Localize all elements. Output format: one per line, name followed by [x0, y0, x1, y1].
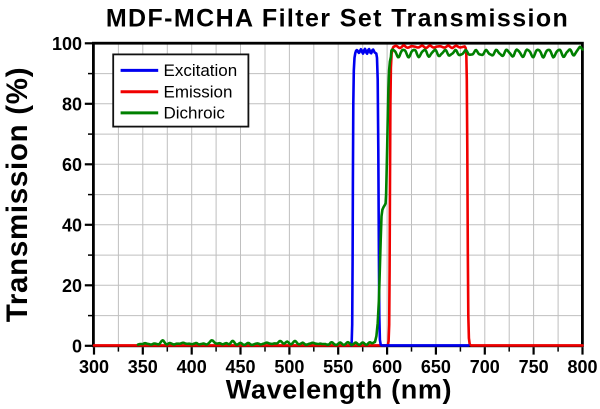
svg-text:650: 650: [421, 357, 451, 377]
svg-text:MDF-MCHA Filter Set Transmissi: MDF-MCHA Filter Set Transmission: [106, 5, 569, 33]
svg-text:300: 300: [79, 357, 109, 377]
svg-text:Transmission (%): Transmission (%): [1, 67, 34, 322]
svg-text:750: 750: [519, 357, 549, 377]
svg-text:0: 0: [72, 336, 82, 356]
svg-text:550: 550: [323, 357, 353, 377]
svg-text:Wavelength (nm): Wavelength (nm): [226, 374, 452, 404]
svg-text:Excitation: Excitation: [164, 61, 238, 80]
svg-text:500: 500: [274, 357, 304, 377]
svg-text:100: 100: [52, 34, 82, 54]
svg-text:400: 400: [177, 357, 207, 377]
svg-text:350: 350: [128, 357, 158, 377]
svg-text:800: 800: [567, 357, 597, 377]
svg-text:60: 60: [62, 155, 82, 175]
svg-text:20: 20: [62, 276, 82, 296]
svg-text:700: 700: [470, 357, 500, 377]
svg-text:Dichroic: Dichroic: [164, 104, 226, 123]
svg-text:600: 600: [372, 357, 402, 377]
svg-text:40: 40: [62, 215, 82, 235]
svg-text:80: 80: [62, 94, 82, 114]
svg-text:450: 450: [225, 357, 255, 377]
svg-text:Emission: Emission: [164, 83, 233, 102]
